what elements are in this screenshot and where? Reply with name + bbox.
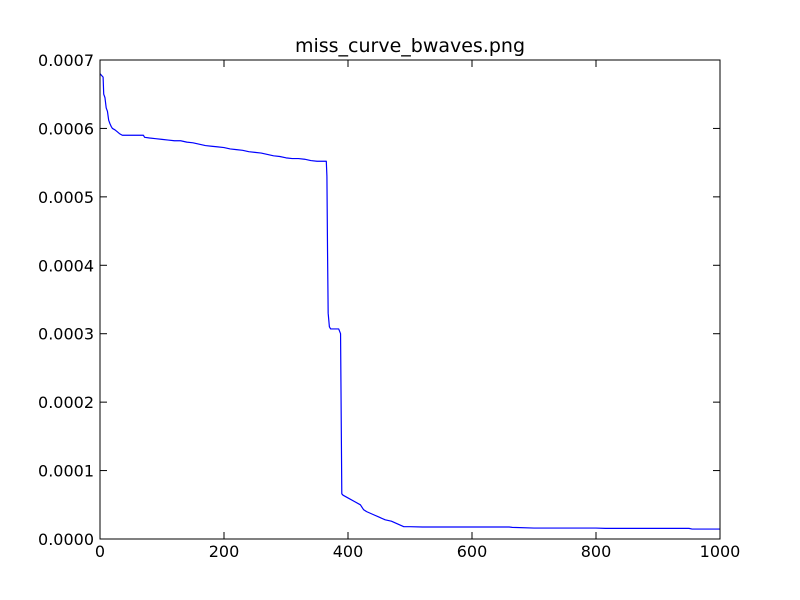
x-tick-label: 1000: [700, 542, 741, 561]
y-tick-label: 0.0002: [38, 393, 94, 412]
y-axis-ticks: 0.0000 0.0001 0.0002 0.0003 0.0004 0.0005 0.00…: [38, 51, 720, 549]
y-tick-label: 0.0000: [38, 530, 94, 549]
x-tick-label: 800: [581, 542, 612, 561]
y-tick-label: 0.0003: [38, 325, 94, 344]
x-tick-label: 200: [209, 542, 240, 561]
x-tick-label: 400: [333, 542, 364, 561]
y-tick-label: 0.0001: [38, 462, 94, 481]
series-group: [99, 73, 720, 530]
y-tick-label: 0.0004: [38, 256, 94, 275]
series-line: [99, 73, 720, 530]
y-tick-label: 0.0006: [38, 119, 94, 138]
y-tick-label: 0.0005: [38, 188, 94, 207]
x-tick-label: 600: [457, 542, 488, 561]
x-axis-ticks: 0 200 400 600 800 1000: [95, 60, 740, 561]
x-tick-label: 0: [95, 542, 105, 561]
plot-frame: [99, 59, 721, 540]
y-tick-label: 0.0007: [38, 51, 94, 70]
chart-title: miss_curve_bwaves.png: [295, 35, 525, 57]
